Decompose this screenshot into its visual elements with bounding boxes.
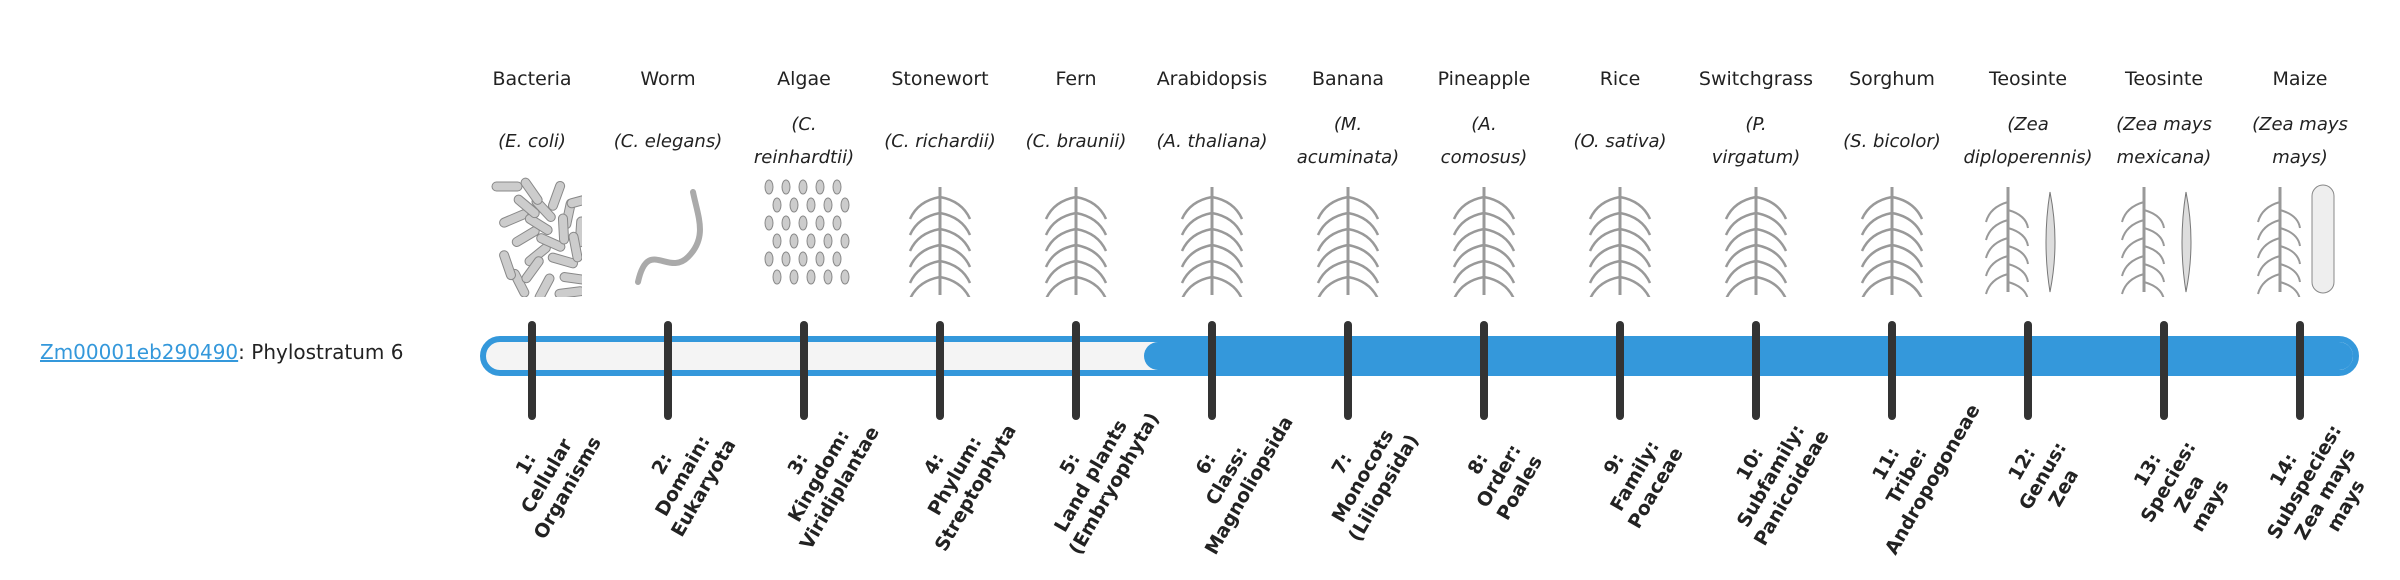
stratum-label: 7: Monocots (Liliopsida)	[1327, 425, 1424, 546]
organism-name: Fern	[1055, 68, 1097, 90]
stratum-tick	[1072, 321, 1080, 420]
pineapple-icon	[1416, 177, 1552, 300]
organism-name: Pineapple	[1437, 68, 1531, 90]
organism-species: (A. thaliana)	[1156, 130, 1268, 152]
organism-name: Sorghum	[1849, 68, 1935, 90]
stratum-tick	[1344, 321, 1352, 420]
organism-name: Worm	[640, 68, 696, 90]
teosinte-icon	[1960, 177, 2096, 301]
stratum-label: 10: Subfamily: Panicoideae	[1732, 420, 1834, 550]
organism-species: (S. bicolor)	[1843, 130, 1941, 152]
rice-icon	[1552, 177, 1688, 300]
switchgrass-icon	[1688, 177, 1824, 300]
organism-species: (C. braunii)	[1025, 130, 1127, 152]
stratum-tick	[1208, 321, 1216, 420]
stratum-tick	[664, 321, 672, 420]
banana-icon	[1280, 177, 1416, 300]
organism-species: (C. elegans)	[613, 130, 723, 152]
stratum-tick	[1888, 321, 1896, 420]
organism-species: (E. coli)	[498, 130, 566, 152]
stratum-label: 8: Order: Poales	[1463, 440, 1547, 525]
organism-species: (P. virgatum)	[1711, 114, 1801, 168]
organism-species: (C. richardii)	[884, 130, 996, 152]
stratum-tick	[1752, 321, 1760, 420]
stratum-label: 1: Cellular Organisms	[511, 432, 606, 544]
fern-icon	[1008, 177, 1144, 300]
algae-icon	[736, 177, 872, 297]
bacteria-icon	[464, 177, 600, 303]
stratum-tick	[1480, 321, 1488, 420]
stratum-label: 3: Kingdom: Viridiplantae	[783, 422, 884, 554]
phylostratum-bar-fill	[1144, 342, 2353, 370]
organism-name: Stonewort	[891, 68, 989, 90]
organism-name: Teosinte	[1988, 68, 2068, 90]
organism-name: Rice	[1599, 68, 1641, 90]
stratum-label: 12: Genus: Zea	[2004, 438, 2084, 514]
organism-species: (Zea mays mexicana)	[2116, 114, 2212, 168]
stratum-label: 14: Subspecies: Zea mays mays	[2263, 420, 2370, 544]
stonewort-icon	[872, 177, 1008, 300]
arabidopsis-icon	[1144, 177, 1280, 300]
stratum-label: 4: Phylum: Streptophyta	[919, 420, 1021, 556]
organism-species: (A. comosus)	[1440, 114, 1528, 168]
stratum-tick	[2296, 321, 2304, 420]
phylostratum-bar	[480, 336, 2359, 376]
stratum-tick	[2024, 321, 2032, 420]
worm-icon	[600, 177, 736, 297]
stratum-label: 9: Family: Poaceae	[1599, 436, 1688, 533]
phylostratum-text: : Phylostratum 6	[238, 340, 404, 364]
stratum-tick	[936, 321, 944, 420]
organism-name: Switchgrass	[1698, 68, 1814, 90]
sorghum-icon	[1824, 177, 1960, 300]
maize-icon	[2232, 177, 2368, 301]
organism-name: Maize	[2272, 68, 2328, 90]
teosinte-icon	[2096, 177, 2232, 301]
gene-link[interactable]: Zm00001eb290490	[40, 340, 239, 364]
stratum-tick	[1616, 321, 1624, 420]
organism-species: (Zea diploperennis)	[1963, 114, 2093, 168]
stratum-tick	[2160, 321, 2168, 420]
gene-label: Zm00001eb290490: Phylostratum 6	[40, 340, 403, 364]
stratum-tick	[800, 321, 808, 420]
organism-species: (M. acuminata)	[1296, 114, 1400, 168]
organism-species: (C. reinhardtii)	[753, 114, 855, 168]
organism-name: Teosinte	[2124, 68, 2204, 90]
stratum-label: 6: Class: Magnoliopsida	[1191, 412, 1298, 559]
organism-species: (O. sativa)	[1573, 130, 1667, 152]
organism-name: Algae	[777, 68, 831, 90]
stratum-label: 5: Land plants (Embryophyta)	[1050, 408, 1164, 559]
organism-name: Banana	[1311, 68, 1385, 90]
stratum-label: 2: Domain: Eukaryota	[647, 431, 741, 541]
stratum-label: 13: Species: Zea mays	[2129, 437, 2234, 536]
organism-species: (Zea mays mays)	[2252, 114, 2348, 168]
organism-name: Arabidopsis	[1156, 68, 1268, 90]
stratum-label: 11: Tribe: Andropogoneae	[1868, 400, 1985, 559]
stratum-tick	[528, 321, 536, 420]
organism-name: Bacteria	[492, 68, 572, 90]
